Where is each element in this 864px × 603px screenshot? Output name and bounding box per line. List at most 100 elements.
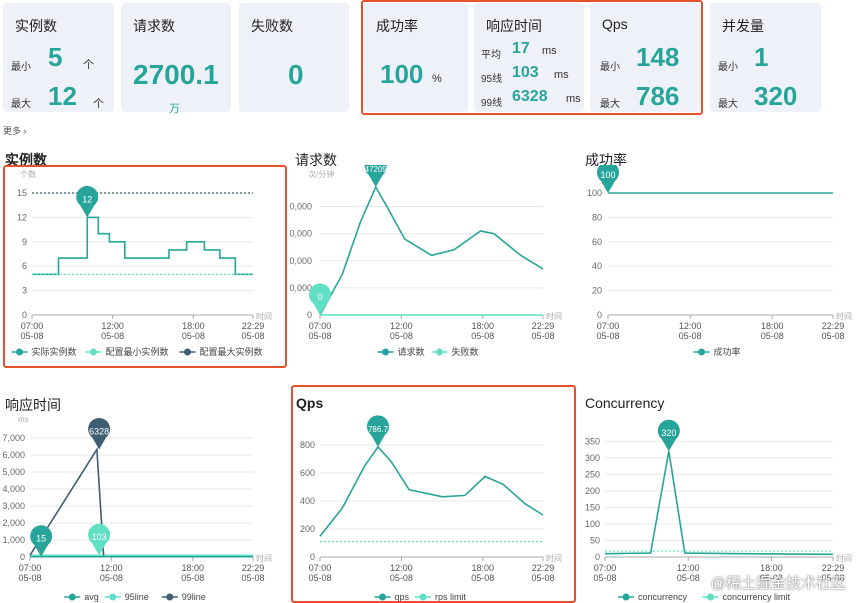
- x-tick-label: 18:00: [761, 321, 784, 331]
- x-axis-unit: 时间: [546, 553, 562, 563]
- stat-card-success: 成功率 100 %: [364, 3, 468, 112]
- x-tick-label: 12:00: [100, 563, 123, 573]
- more-link[interactable]: 更多 ›: [3, 124, 27, 137]
- chart-concurrency[interactable]: 05010015020025030035007:0005-0812:0005-0…: [580, 410, 864, 603]
- x-tick-date: 05-08: [182, 331, 205, 341]
- x-tick-date: 05-08: [761, 331, 784, 341]
- x-tick-label: 07:00: [21, 321, 44, 331]
- x-tick-label: 12:00: [679, 321, 702, 331]
- y-tick-label: 350: [585, 436, 600, 446]
- max-label: 最大: [11, 99, 31, 110]
- x-tick-label: 22:29: [242, 563, 265, 573]
- avg-value: 17: [512, 40, 530, 57]
- x-tick-label: 22:29: [532, 563, 555, 573]
- series-line-1: [604, 451, 834, 556]
- x-tick-label: 22:29: [822, 563, 845, 573]
- chart-instances[interactable]: 03691215个数07:0005-0812:0005-0818:0005-08…: [0, 165, 290, 365]
- x-tick-date: 05-08: [471, 331, 494, 341]
- stat-card-requests: 请求数 2700.1 万: [121, 3, 231, 115]
- x-tick-date: 05-08: [679, 331, 702, 341]
- min-unit: 个: [83, 59, 94, 71]
- x-tick-label: 12:00: [390, 563, 413, 573]
- highlight-box-stats: [361, 0, 703, 115]
- y-tick-label: 800: [300, 440, 315, 450]
- chart-title-success: 成功率: [585, 152, 627, 168]
- data-label-marker: [597, 165, 619, 193]
- x-tick-label: 07:00: [19, 563, 42, 573]
- x-tick-label: 18:00: [182, 563, 205, 573]
- x-axis-unit: 时间: [256, 553, 272, 563]
- x-tick-date: 05-08: [531, 331, 554, 341]
- legend-label: 配置最小实例数: [106, 346, 169, 357]
- y-tick-label: 10,000: [290, 283, 312, 293]
- data-label: 786.7: [368, 425, 389, 434]
- stat-card-instances: 实例数 最小 5 个 最大 12 个: [3, 3, 114, 112]
- x-tick-label: 22:29: [242, 321, 265, 331]
- legend-label: 请求数: [398, 346, 425, 357]
- chart-requests[interactable]: 010,00020,00030,00040,000次/分钟07:0005-081…: [290, 165, 580, 365]
- x-tick-date: 05-08: [241, 573, 264, 583]
- max-value: 320: [754, 81, 798, 111]
- series-line-1: [32, 216, 253, 276]
- min-value: 1: [754, 42, 769, 72]
- max-value: 12: [48, 81, 77, 111]
- min-label: 最小: [11, 62, 31, 73]
- data-label-marker: [309, 283, 331, 315]
- data-label-marker: [88, 417, 111, 450]
- y-axis-unit: 个数: [20, 169, 36, 179]
- legend-swatch-dot: [109, 593, 117, 601]
- y-tick-label: 6,000: [2, 450, 25, 460]
- chart-success[interactable]: 02040608010007:0005-0812:0005-0818:0005-…: [580, 165, 864, 365]
- x-tick-label: 12:00: [101, 321, 124, 331]
- legend-swatch-dot: [166, 593, 174, 601]
- x-tick-date: 05-08: [471, 573, 494, 583]
- legend-label: rps limit: [435, 592, 466, 602]
- x-tick-date: 05-08: [101, 331, 124, 341]
- x-tick-label: 07:00: [594, 563, 617, 573]
- chart-latency[interactable]: 0 1,000 2,000 3,000 4,000 5,000 6,000 7,000 ms 07…: [0, 410, 290, 603]
- x-tick-date: 05-08: [593, 573, 616, 583]
- x-tick-date: 05-08: [308, 573, 331, 583]
- highlight-box-qps: [291, 385, 576, 603]
- legend-swatch-dot: [16, 348, 23, 356]
- max-label: 最大: [600, 99, 620, 110]
- legend-label: 95line: [125, 592, 149, 602]
- requests-unit: 万: [169, 103, 180, 115]
- legend-swatch-dot: [184, 348, 191, 356]
- y-tick-label: 300: [585, 453, 600, 463]
- x-tick-label: 18:00: [760, 563, 783, 573]
- legend-label: 99line: [182, 592, 206, 602]
- y-tick-label: 600: [300, 468, 315, 478]
- y-tick-label: 400: [300, 496, 315, 506]
- legend-swatch-dot: [436, 348, 443, 356]
- y-tick-label: 0: [595, 552, 600, 562]
- data-label-marker: [76, 185, 99, 218]
- data-label-marker: [88, 523, 111, 556]
- data-label: 100: [600, 170, 615, 180]
- stat-title: 请求数: [133, 18, 175, 34]
- stat-title: 并发量: [722, 18, 764, 34]
- stat-card-qps: Qps 最小 148 最大 786: [590, 3, 700, 112]
- min-value: 5: [48, 42, 63, 72]
- chart-qps[interactable]: 020040060080007:0005-0812:0005-0818:0005…: [290, 410, 580, 603]
- chart-title-requests: 请求数: [295, 152, 337, 168]
- legend-swatch-dot: [698, 348, 705, 356]
- y-tick-label: 20: [592, 286, 602, 296]
- legend-label: qps: [395, 592, 410, 602]
- y-tick-label: 40: [592, 261, 602, 271]
- legend-swatch-dot: [90, 348, 97, 356]
- stat-title: 成功率: [376, 18, 418, 34]
- x-tick-label: 07:00: [597, 321, 620, 331]
- max-value: 786: [636, 81, 680, 111]
- y-tick-label: 30,000: [290, 229, 312, 239]
- legend-label: 失败数: [452, 346, 479, 357]
- y-tick-label: 1,000: [2, 535, 25, 545]
- legend-swatch-dot: [379, 593, 386, 601]
- chart-title-concurrency: Concurrency: [585, 395, 665, 411]
- avg-label: 平均: [481, 50, 501, 61]
- x-axis-unit: 时间: [256, 311, 272, 321]
- series-line-3: [29, 446, 105, 556]
- x-tick-date: 05-08: [181, 573, 204, 583]
- data-label: 6328: [89, 426, 109, 436]
- x-tick-date: 05-08: [390, 331, 413, 341]
